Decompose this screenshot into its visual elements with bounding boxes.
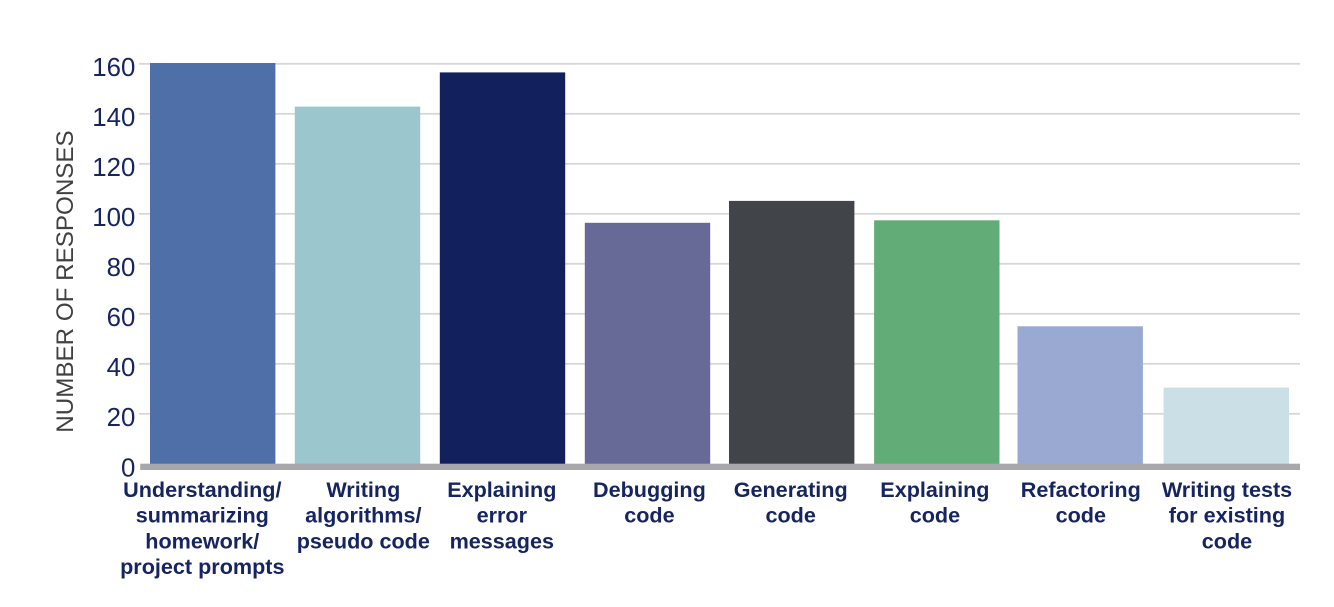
svg-text:for existing: for existing — [1169, 503, 1285, 528]
svg-text:pseudo code: pseudo code — [297, 528, 430, 553]
svg-text:140: 140 — [92, 104, 135, 132]
svg-text:80: 80 — [107, 254, 136, 282]
svg-text:40: 40 — [107, 354, 136, 382]
svg-text:0: 0 — [121, 454, 135, 482]
svg-text:60: 60 — [107, 304, 136, 332]
svg-text:Explaining: Explaining — [880, 477, 989, 502]
svg-text:error: error — [477, 503, 528, 528]
svg-text:Explaining: Explaining — [447, 477, 556, 502]
svg-text:120: 120 — [92, 154, 135, 182]
svg-text:Writing tests: Writing tests — [1162, 477, 1292, 502]
svg-text:code: code — [1056, 503, 1106, 528]
svg-text:Debugging: Debugging — [593, 477, 706, 502]
svg-text:160: 160 — [92, 54, 135, 82]
svg-text:Refactoring: Refactoring — [1021, 477, 1141, 502]
svg-text:summarizing: summarizing — [136, 503, 269, 528]
svg-text:NUMBER OF RESPONSES: NUMBER OF RESPONSES — [52, 130, 79, 432]
svg-text:100: 100 — [92, 204, 135, 232]
svg-text:messages: messages — [450, 528, 554, 553]
svg-text:project prompts: project prompts — [120, 554, 284, 579]
svg-text:code: code — [624, 503, 674, 528]
svg-text:code: code — [1202, 528, 1252, 553]
svg-text:Writing: Writing — [326, 477, 400, 502]
svg-text:homework/: homework/ — [145, 528, 259, 553]
svg-text:20: 20 — [107, 404, 136, 432]
svg-text:Generating: Generating — [734, 477, 848, 502]
svg-text:code: code — [765, 503, 815, 528]
svg-text:algorithms/: algorithms/ — [305, 503, 421, 528]
svg-text:code: code — [910, 503, 960, 528]
svg-text:Understanding/: Understanding/ — [123, 477, 281, 502]
